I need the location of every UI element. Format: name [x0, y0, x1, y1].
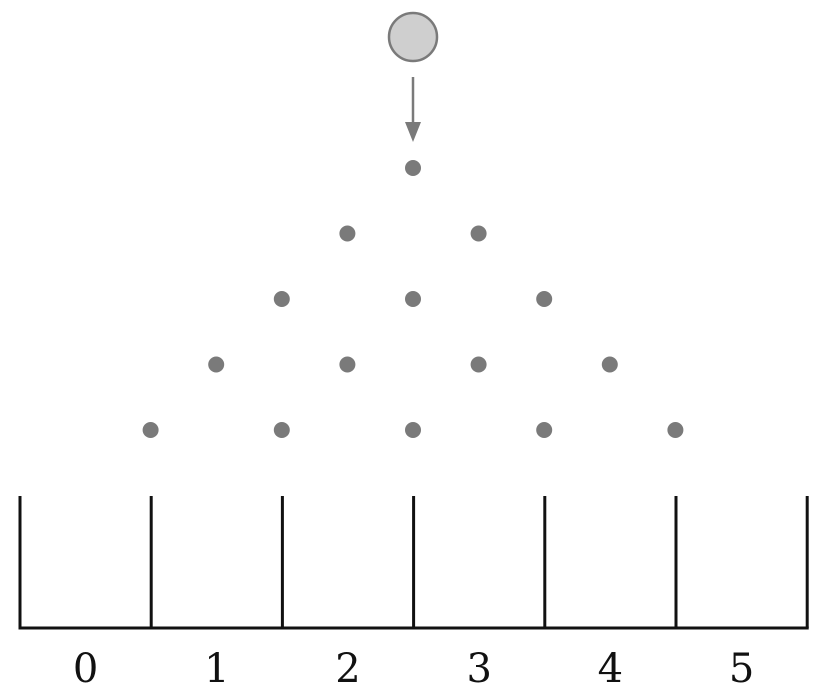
bin-labels: 0 1 2 3 4 5	[73, 646, 754, 692]
bin-label-3: 3	[466, 646, 491, 692]
bin-label-4: 4	[598, 646, 623, 692]
peg-grid	[142, 160, 684, 438]
bin-label-0: 0	[73, 646, 98, 692]
bin-label-2: 2	[335, 646, 360, 692]
falling-ball	[387, 11, 439, 63]
peg	[273, 422, 290, 438]
peg	[405, 160, 421, 176]
peg	[470, 225, 487, 242]
peg	[208, 356, 225, 373]
peg	[470, 356, 487, 373]
peg	[405, 422, 421, 438]
peg	[667, 422, 684, 438]
drop-arrow-head	[405, 122, 421, 142]
peg	[536, 291, 553, 307]
bin-label-5: 5	[729, 646, 754, 692]
peg	[405, 291, 421, 307]
peg	[273, 291, 290, 307]
peg	[601, 356, 618, 373]
peg	[142, 422, 159, 438]
peg	[339, 225, 356, 242]
peg	[339, 356, 356, 373]
peg	[536, 422, 553, 438]
bins	[18, 496, 809, 630]
bin-label-1: 1	[204, 646, 229, 692]
